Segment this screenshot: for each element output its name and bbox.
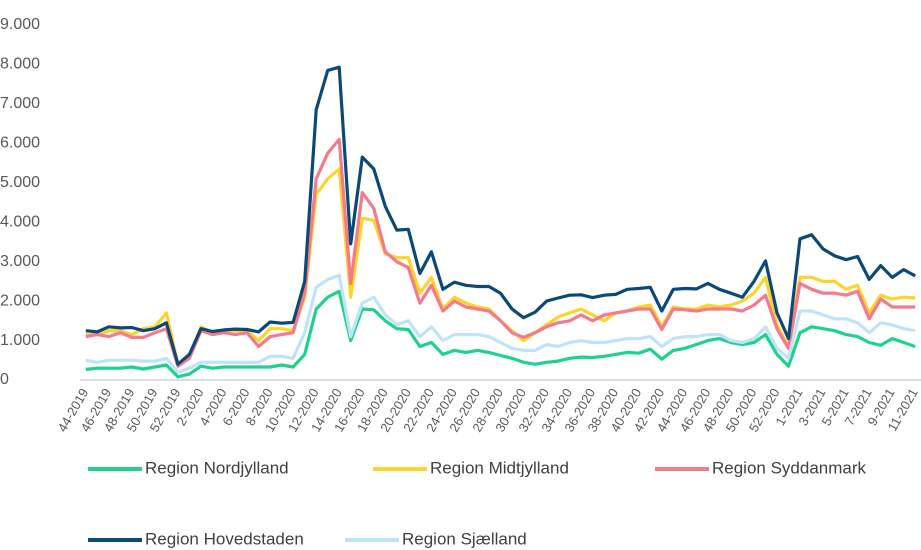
- y-tick-label: 2.000: [0, 292, 40, 309]
- y-tick-label: 7.000: [0, 95, 40, 112]
- legend-label: Region Syddanmark: [712, 458, 867, 477]
- series-line: [85, 65, 916, 366]
- series-line: [85, 137, 916, 368]
- y-tick-label: 6.000: [0, 135, 40, 152]
- y-tick-label: 0: [0, 371, 9, 388]
- y-tick-label: 5.000: [0, 174, 40, 191]
- legend-label: Region Sjælland: [402, 529, 527, 548]
- series-line: [85, 273, 916, 374]
- y-tick-label: 3.000: [0, 253, 40, 270]
- series-line: [85, 289, 916, 379]
- legend-label: Region Midtjylland: [430, 458, 569, 477]
- y-tick-label: 4.000: [0, 213, 40, 230]
- y-tick-label: 8.000: [0, 56, 40, 73]
- legend-label: Region Hovedstaden: [145, 529, 304, 548]
- y-tick-label: 1.000: [0, 332, 40, 349]
- legend-label: Region Nordjylland: [145, 458, 289, 477]
- y-tick-label: 9.000: [0, 16, 40, 33]
